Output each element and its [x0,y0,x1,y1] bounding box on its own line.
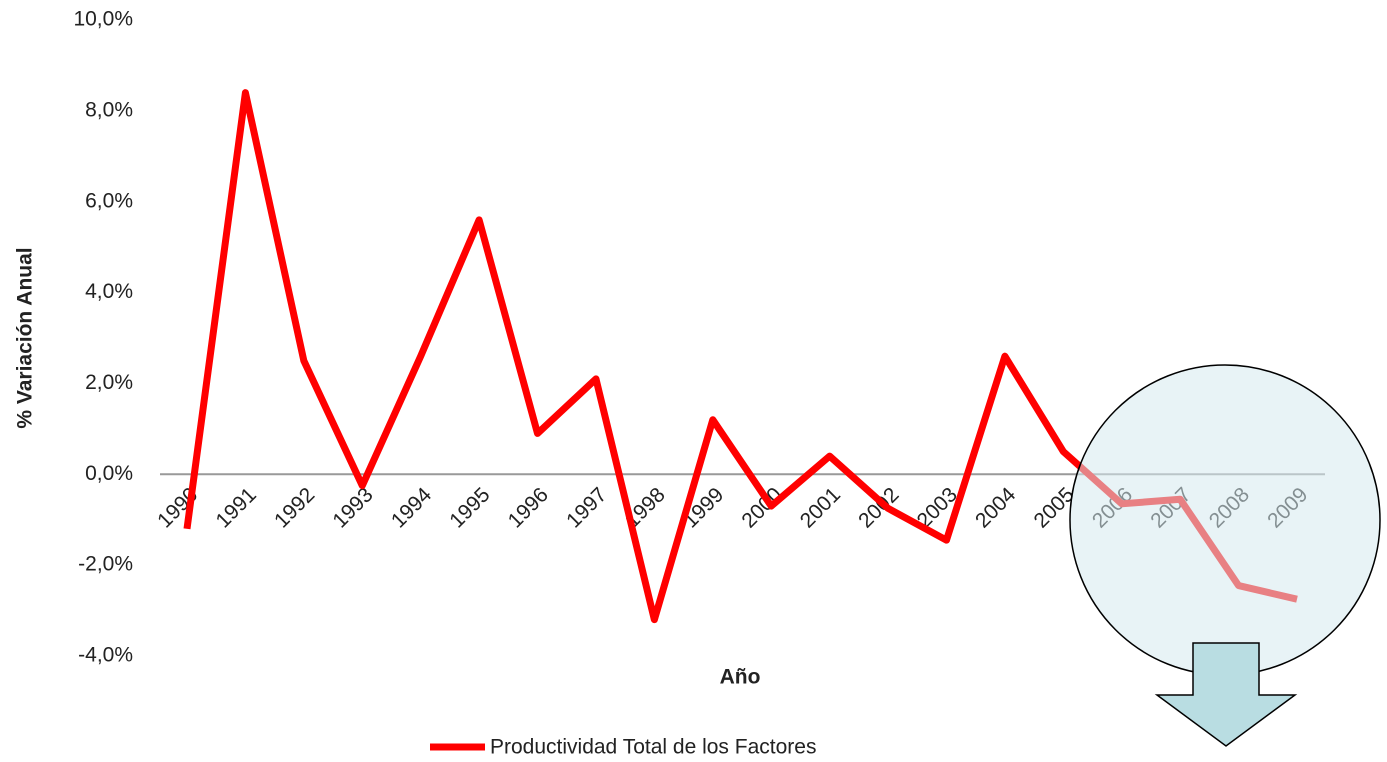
y-tick-label: 10,0% [73,8,133,31]
legend-label: Productividad Total de los Factores [490,736,816,759]
y-tick-label: 4,0% [85,280,133,303]
y-tick-label: 0,0% [85,462,133,485]
x-tick-label: 1995 [445,483,494,532]
x-tick-label: 2001 [796,483,845,532]
x-tick-label: 2002 [854,483,903,532]
x-tick-label: 1993 [328,483,377,532]
x-axis-title: Año [720,666,761,689]
x-tick-label: 1991 [212,483,261,532]
x-tick-label: 1994 [387,483,437,533]
y-tick-label: -4,0% [78,644,133,667]
y-tick-label: 2,0% [85,371,133,394]
y-axis-title: % Variación Anual [14,247,37,428]
arrow [1154,642,1298,747]
legend: Productividad Total de los Factores [430,736,816,759]
x-tick-label: 2004 [971,483,1021,533]
highlight-circle [1069,364,1381,676]
x-tick-label: 1992 [270,483,319,532]
y-tick-label: 8,0% [85,98,133,121]
y-tick-label: 6,0% [85,189,133,212]
x-tick-label: 1997 [562,483,611,532]
x-tick-label: 1996 [504,483,553,532]
y-tick-label: -2,0% [78,553,133,576]
